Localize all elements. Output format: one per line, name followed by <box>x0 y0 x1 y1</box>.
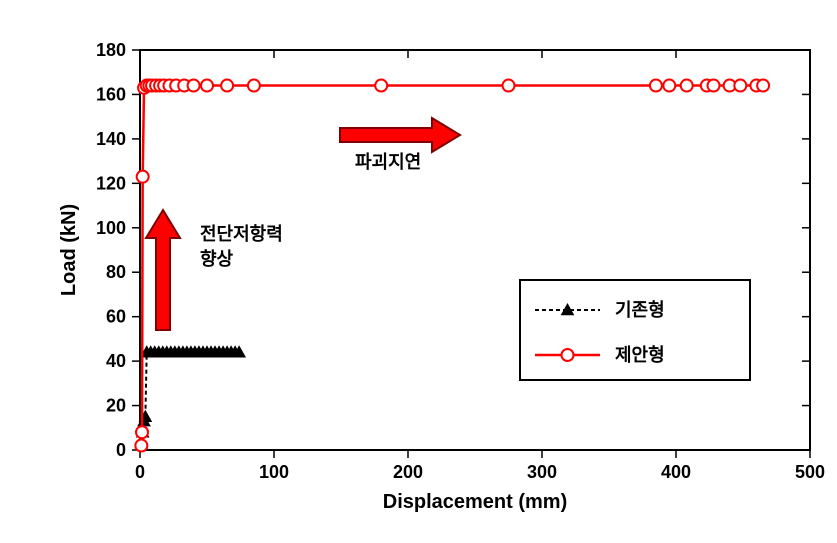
y-tick-label: 60 <box>106 307 126 327</box>
x-tick-label: 0 <box>135 462 145 482</box>
marker-circle <box>137 171 149 183</box>
x-tick-label: 200 <box>393 462 423 482</box>
series-line-0 <box>141 352 239 443</box>
y-tick-label: 20 <box>106 396 126 416</box>
y-axis-label: Load (kN) <box>58 204 80 296</box>
y-tick-label: 160 <box>96 84 126 104</box>
legend-label: 제안형 <box>615 345 665 365</box>
marker-circle <box>136 426 148 438</box>
marker-circle <box>375 80 387 92</box>
marker-circle <box>663 80 675 92</box>
y-tick-label: 180 <box>96 40 126 60</box>
marker-circle <box>708 80 720 92</box>
legend-marker-circle <box>562 349 574 361</box>
marker-circle <box>503 80 515 92</box>
y-tick-label: 80 <box>106 262 126 282</box>
y-tick-label: 140 <box>96 129 126 149</box>
x-axis-label: Displacement (mm) <box>383 491 568 513</box>
plot-border <box>140 50 810 450</box>
y-tick-label: 100 <box>96 218 126 238</box>
marker-circle <box>650 80 662 92</box>
x-tick-label: 400 <box>661 462 691 482</box>
chart-svg: 0 100 200 300 400 500 0 20 40 60 80 100 120 140 160 180… <box>20 20 837 523</box>
x-tick-label: 100 <box>259 462 289 482</box>
x-tick-label: 300 <box>527 462 557 482</box>
marker-circle <box>734 80 746 92</box>
marker-circle <box>248 80 260 92</box>
marker-circle <box>757 80 769 92</box>
legend-box <box>520 280 750 380</box>
y-tick-label: 120 <box>96 173 126 193</box>
annotation-delay: 파괴지연 <box>355 152 421 172</box>
marker-circle <box>221 80 233 92</box>
arrow-horizontal <box>340 118 460 152</box>
legend-label: 기존형 <box>615 300 665 320</box>
marker-circle <box>681 80 693 92</box>
marker-circle <box>201 80 213 92</box>
marker-circle <box>135 440 147 452</box>
load-displacement-chart: 0 100 200 300 400 500 0 20 40 60 80 100 120 140 160 180… <box>20 20 837 523</box>
annotation-shear-1: 전단저항력 <box>200 224 283 244</box>
y-tick-label: 40 <box>106 351 126 371</box>
x-tick-label: 500 <box>795 462 825 482</box>
y-tick-label: 0 <box>116 440 126 460</box>
marker-circle <box>188 80 200 92</box>
arrow-vertical <box>146 210 180 330</box>
annotation-shear-2: 향상 <box>200 249 234 269</box>
